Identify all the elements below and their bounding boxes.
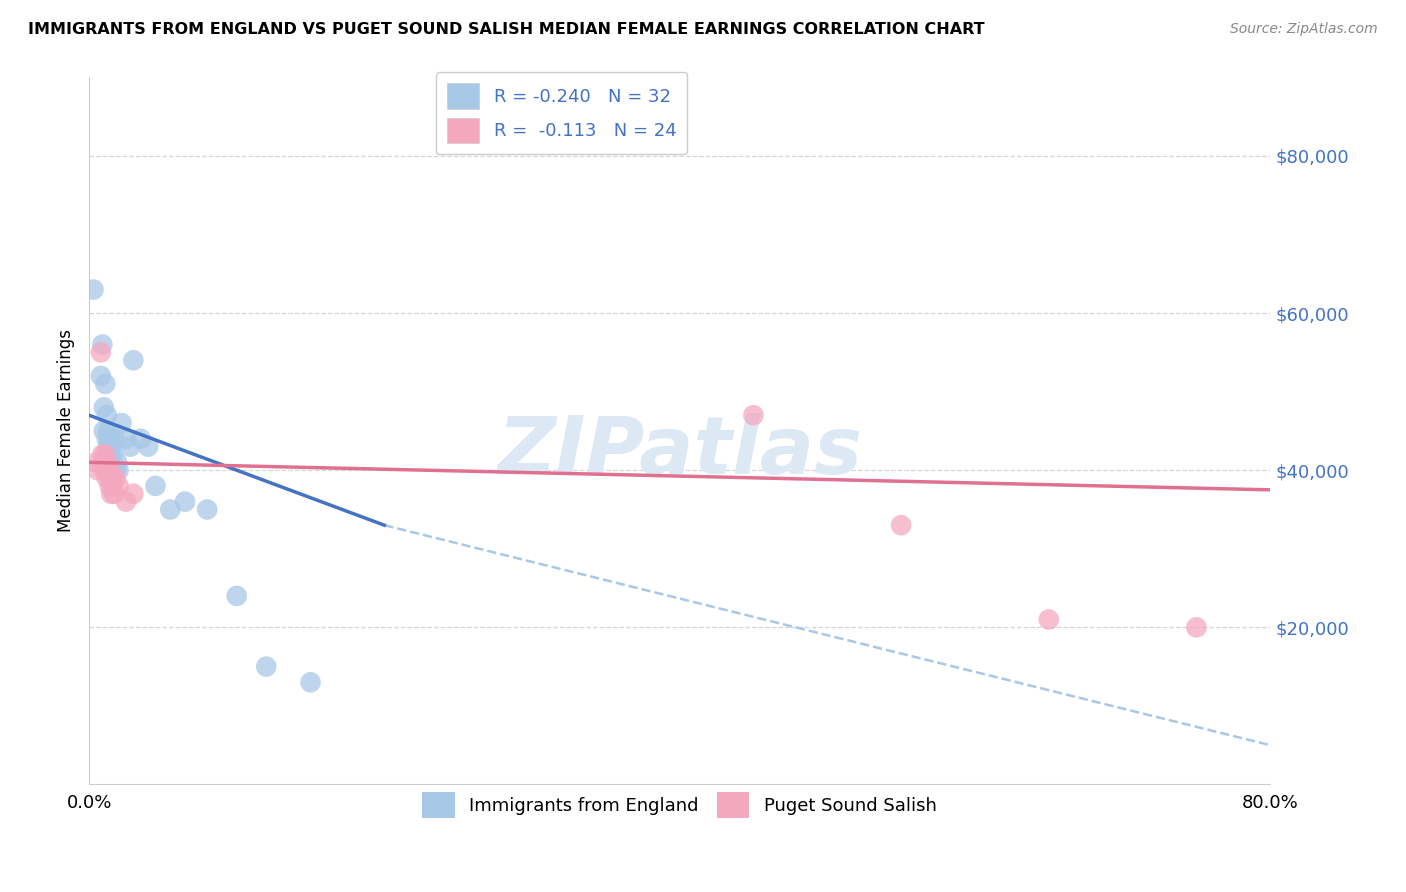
Point [100, 455, 122, 469]
Point [129, 432, 152, 446]
Point [107, 479, 129, 493]
Point [90, 368, 112, 383]
Point [98, 463, 121, 477]
Point [97, 440, 120, 454]
Point [195, 502, 218, 516]
Point [105, 455, 128, 469]
Point [94, 376, 117, 391]
Point [100, 471, 122, 485]
Point [115, 432, 138, 446]
Point [96, 455, 118, 469]
Point [122, 487, 145, 501]
Point [742, 408, 765, 422]
Point [98, 432, 121, 446]
Point [96, 432, 118, 446]
Point [122, 353, 145, 368]
Point [145, 479, 167, 493]
Point [96, 471, 118, 485]
Point [98, 479, 121, 493]
Point [91, 337, 114, 351]
Point [90, 345, 112, 359]
Point [101, 479, 124, 493]
Point [254, 659, 277, 673]
Point [97, 463, 120, 477]
Point [100, 440, 122, 454]
Point [97, 424, 120, 438]
Point [1038, 612, 1060, 626]
Text: ZIPatlas: ZIPatlas [498, 413, 862, 491]
Point [93, 455, 115, 469]
Point [93, 463, 115, 477]
Point [115, 494, 138, 508]
Point [87, 463, 110, 477]
Text: Source: ZipAtlas.com: Source: ZipAtlas.com [1230, 22, 1378, 37]
Point [110, 416, 132, 430]
Point [136, 440, 159, 454]
Point [104, 471, 127, 485]
Point [98, 448, 121, 462]
Y-axis label: Median Female Earnings: Median Female Earnings [58, 329, 75, 533]
Point [104, 463, 127, 477]
Point [100, 487, 122, 501]
Point [103, 487, 125, 501]
Point [91, 448, 114, 462]
Point [93, 424, 115, 438]
Point [96, 408, 118, 422]
Point [299, 675, 322, 690]
Point [225, 589, 247, 603]
Point [107, 463, 129, 477]
Point [94, 448, 117, 462]
Point [101, 448, 124, 462]
Text: IMMIGRANTS FROM ENGLAND VS PUGET SOUND SALISH MEDIAN FEMALE EARNINGS CORRELATION: IMMIGRANTS FROM ENGLAND VS PUGET SOUND S… [28, 22, 984, 37]
Point [159, 502, 181, 516]
Point [120, 440, 142, 454]
Point [890, 518, 912, 533]
Point [86, 455, 108, 469]
Point [174, 494, 197, 508]
Point [1185, 620, 1208, 634]
Point [103, 432, 125, 446]
Legend: Immigrants from England, Puget Sound Salish: Immigrants from England, Puget Sound Sal… [415, 785, 943, 825]
Point [93, 401, 115, 415]
Point [82, 283, 104, 297]
